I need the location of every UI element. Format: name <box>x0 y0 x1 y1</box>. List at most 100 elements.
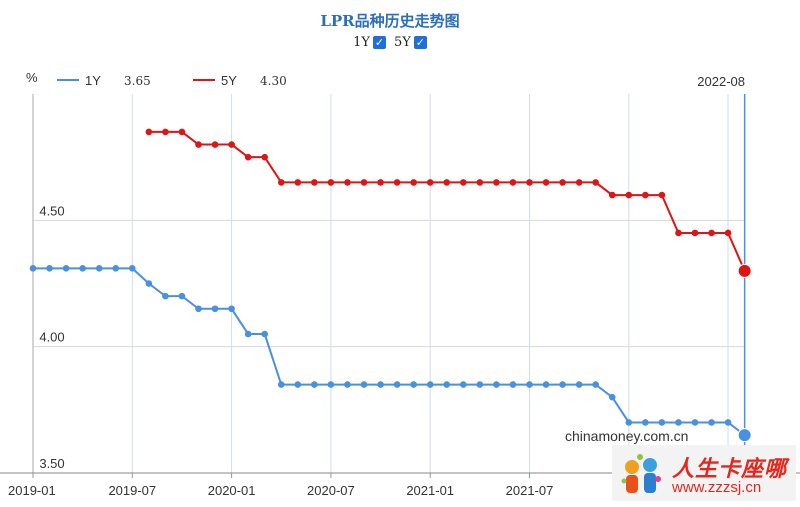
axes: 3.50 4.00 4.50 2019-01 2019-07 2020-01 2020-07… <box>0 70 800 498</box>
y-tick-label: 4.50 <box>39 203 64 218</box>
data-point-5y[interactable] <box>691 229 699 237</box>
data-point-5y[interactable] <box>476 179 484 186</box>
data-point-1y[interactable] <box>62 265 70 272</box>
data-point-1y[interactable] <box>377 381 384 388</box>
data-point-1y[interactable] <box>592 381 599 388</box>
toggle-1y[interactable]: 1Y ✓ <box>353 35 386 50</box>
data-point-1y[interactable] <box>691 419 699 426</box>
data-point-5y[interactable] <box>162 128 169 136</box>
data-point-1y[interactable] <box>476 381 484 388</box>
data-point-1y[interactable] <box>542 381 550 388</box>
data-point-5y[interactable] <box>244 153 252 161</box>
data-point-5y[interactable] <box>559 179 566 186</box>
data-point-5y[interactable] <box>178 128 186 136</box>
data-point-5y[interactable] <box>277 179 285 186</box>
data-point-1y[interactable] <box>195 305 202 313</box>
data-point-1y[interactable] <box>211 305 219 313</box>
data-point-5y[interactable] <box>608 191 616 199</box>
data-point-5y[interactable] <box>708 229 715 237</box>
data-point-1y[interactable] <box>460 381 467 388</box>
data-point-5y[interactable] <box>542 179 550 186</box>
data-point-5y[interactable] <box>327 179 335 186</box>
data-point-1y[interactable] <box>410 381 417 388</box>
data-point-5y[interactable] <box>642 191 649 199</box>
chart-title: LPR品种历史走势图 <box>320 12 460 30</box>
legend[interactable]: 1Y 3.65 5Y 4.30 <box>57 73 287 88</box>
data-point-5y[interactable] <box>675 229 682 237</box>
data-point-5y[interactable] <box>228 141 235 148</box>
data-point-5y[interactable] <box>261 153 269 161</box>
series-line-1y <box>33 267 746 436</box>
data-point-5y[interactable] <box>625 191 633 199</box>
site-logo-badge: 人生卡座哪 www.zzzsj.cn <box>612 445 796 501</box>
data-point-1y[interactable] <box>145 280 153 287</box>
data-point-1y[interactable] <box>112 265 120 272</box>
legend-label-5y[interactable]: 5Y <box>221 73 237 88</box>
data-point-1y[interactable] <box>294 381 302 388</box>
data-point-1y[interactable] <box>95 265 103 272</box>
data-point-5y[interactable] <box>211 141 219 148</box>
checkbox-checked-icon[interactable]: ✓ <box>373 36 386 49</box>
data-point-1y[interactable] <box>393 381 401 388</box>
data-point-1y[interactable] <box>327 381 335 388</box>
data-point-1y[interactable] <box>129 265 136 272</box>
data-point-1y[interactable] <box>311 381 318 388</box>
chart-header: LPR品种历史走势图 1Y ✓ 5Y ✓ <box>0 10 780 50</box>
data-point-5y[interactable] <box>460 179 467 186</box>
hover-date-label: 2022-08 <box>697 74 745 89</box>
data-point-1y[interactable] <box>178 292 186 300</box>
y-tick-label: 3.50 <box>39 456 64 471</box>
data-point-1y[interactable] <box>277 381 285 388</box>
x-tick-label: 2019-07 <box>108 483 156 498</box>
data-point-1y[interactable] <box>244 330 252 338</box>
data-point-5y[interactable] <box>377 179 384 186</box>
data-point-5y[interactable] <box>294 179 302 186</box>
data-point-5y[interactable] <box>360 179 368 186</box>
data-point-1y[interactable] <box>261 330 269 338</box>
data-point-1y[interactable] <box>443 381 451 388</box>
data-point-1y[interactable] <box>675 419 682 426</box>
data-point-5y[interactable] <box>145 128 153 136</box>
data-point-1y[interactable] <box>642 419 649 426</box>
data-point-1y[interactable] <box>228 305 235 313</box>
data-point-1y[interactable] <box>426 381 434 388</box>
data-point-5y[interactable] <box>410 179 417 186</box>
data-point-1y[interactable] <box>29 265 37 272</box>
data-point-1y[interactable] <box>493 381 500 388</box>
data-point-5y[interactable] <box>443 179 451 186</box>
data-point-1y[interactable] <box>79 265 86 272</box>
y-axis-label: % <box>26 70 38 85</box>
data-point-5y[interactable] <box>311 179 318 186</box>
data-point-1y[interactable] <box>608 393 616 401</box>
data-point-1y[interactable] <box>575 381 583 388</box>
data-point-1y[interactable] <box>559 381 566 388</box>
data-point-5y[interactable] <box>393 179 401 186</box>
data-point-1y[interactable] <box>162 292 169 300</box>
data-point-1y[interactable] <box>526 381 533 388</box>
checkbox-checked-icon[interactable]: ✓ <box>413 36 427 49</box>
data-point-5y[interactable] <box>737 263 752 278</box>
data-point-1y[interactable] <box>737 428 752 443</box>
data-point-5y[interactable] <box>575 179 583 186</box>
toggle-5y[interactable]: 5Y ✓ <box>394 35 427 50</box>
data-point-5y[interactable] <box>526 179 533 186</box>
data-point-5y[interactable] <box>344 179 351 186</box>
data-point-1y[interactable] <box>625 419 633 426</box>
data-point-1y[interactable] <box>344 381 351 388</box>
data-point-1y[interactable] <box>658 419 666 426</box>
data-point-5y[interactable] <box>509 179 517 186</box>
data-point-5y[interactable] <box>592 179 599 186</box>
data-point-5y[interactable] <box>658 191 666 199</box>
data-point-1y[interactable] <box>360 381 368 388</box>
data-point-5y[interactable] <box>493 179 500 186</box>
data-point-1y[interactable] <box>509 381 517 388</box>
data-point-1y[interactable] <box>46 265 53 272</box>
legend-label-1y[interactable]: 1Y <box>85 73 101 88</box>
data-point-5y[interactable] <box>724 229 732 237</box>
watermark-text: chinamoney.com.cn <box>565 428 688 444</box>
data-point-5y[interactable] <box>426 179 434 186</box>
data-point-5y[interactable] <box>195 141 202 148</box>
data-point-1y[interactable] <box>708 419 715 426</box>
data-point-1y[interactable] <box>724 419 732 426</box>
